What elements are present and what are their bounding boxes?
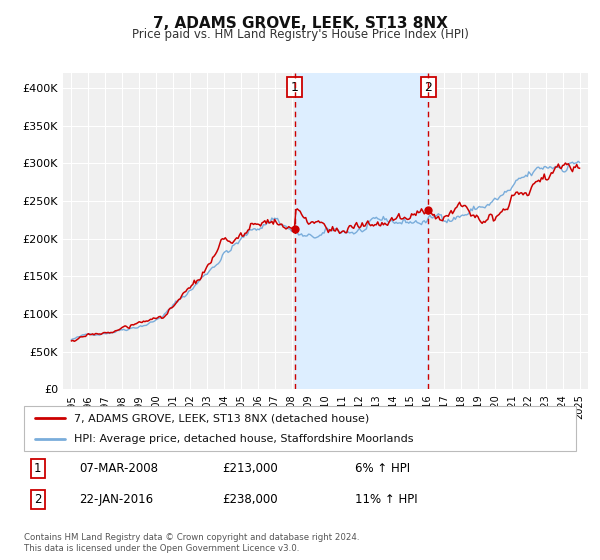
Text: 2: 2 — [34, 493, 41, 506]
Text: 7, ADAMS GROVE, LEEK, ST13 8NX: 7, ADAMS GROVE, LEEK, ST13 8NX — [152, 16, 448, 31]
FancyBboxPatch shape — [24, 406, 576, 451]
Text: 22-JAN-2016: 22-JAN-2016 — [79, 493, 154, 506]
Text: 1: 1 — [34, 462, 41, 475]
Text: £238,000: £238,000 — [223, 493, 278, 506]
Text: 07-MAR-2008: 07-MAR-2008 — [79, 462, 158, 475]
Text: HPI: Average price, detached house, Staffordshire Moorlands: HPI: Average price, detached house, Staf… — [74, 433, 413, 444]
Bar — [295, 73, 428, 389]
Text: 6% ↑ HPI: 6% ↑ HPI — [355, 462, 410, 475]
Text: £213,000: £213,000 — [223, 462, 278, 475]
Text: Contains HM Land Registry data © Crown copyright and database right 2024.
This d: Contains HM Land Registry data © Crown c… — [24, 533, 359, 553]
Text: 7, ADAMS GROVE, LEEK, ST13 8NX (detached house): 7, ADAMS GROVE, LEEK, ST13 8NX (detached… — [74, 413, 369, 423]
Text: 2: 2 — [424, 81, 432, 94]
Text: 1: 1 — [291, 81, 299, 94]
Text: Price paid vs. HM Land Registry's House Price Index (HPI): Price paid vs. HM Land Registry's House … — [131, 28, 469, 41]
Text: 11% ↑ HPI: 11% ↑ HPI — [355, 493, 418, 506]
